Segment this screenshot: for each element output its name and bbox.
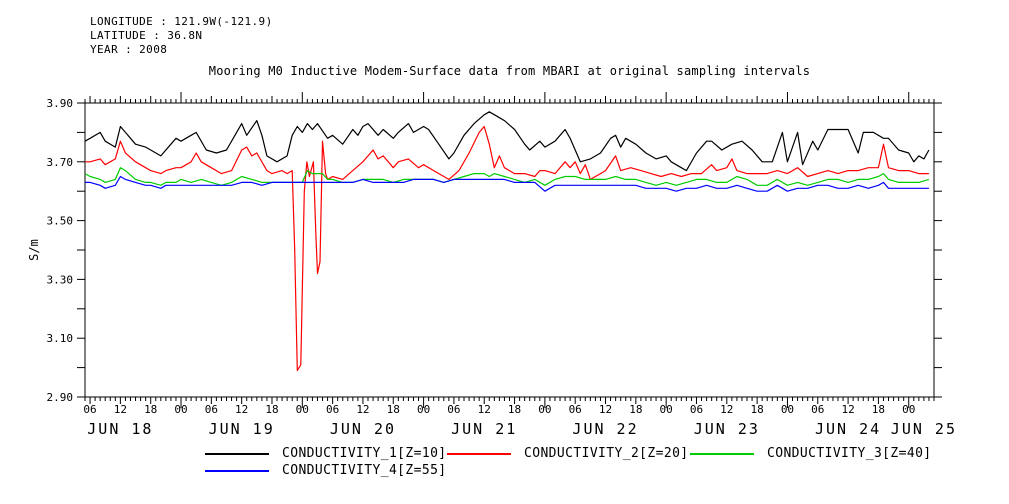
x-hour-label: 06 xyxy=(205,403,218,416)
legend-item-conductivity-2: CONDUCTIVITY_2[Z=20] xyxy=(447,446,689,461)
x-hour-label: 00 xyxy=(660,403,673,416)
x-hour-label: 18 xyxy=(629,403,642,416)
x-hour-label: 18 xyxy=(387,403,400,416)
x-day-label: JUN 20 xyxy=(330,420,396,438)
x-day-label: JUN 22 xyxy=(572,420,638,438)
x-hour-label: 12 xyxy=(114,403,127,416)
x-day-label: JUN 25 xyxy=(891,420,957,438)
x-hour-label: 18 xyxy=(872,403,885,416)
x-hour-label: 06 xyxy=(326,403,339,416)
legend-item-conductivity-3: CONDUCTIVITY_3[Z=40] xyxy=(690,446,932,461)
x-hour-label: 06 xyxy=(811,403,824,416)
legend-item-conductivity-4: CONDUCTIVITY_4[Z=55] xyxy=(205,463,447,478)
legend-line-swatch-blue xyxy=(205,469,269,472)
legend-label: CONDUCTIVITY_2[Z=20] xyxy=(524,446,689,461)
y-tick-label: 3.70 xyxy=(47,156,74,169)
series-line-2 xyxy=(85,125,929,372)
x-hour-label: 06 xyxy=(83,403,96,416)
x-hour-label: 00 xyxy=(174,403,187,416)
x-hour-label: 18 xyxy=(508,403,521,416)
chart-title: Mooring M0 Inductive Modem-Surface data … xyxy=(208,64,811,78)
x-hour-label: 00 xyxy=(296,403,309,416)
x-hour-label: 18 xyxy=(265,403,278,416)
x-day-label: JUN 18 xyxy=(87,420,153,438)
x-day-label: JUN 21 xyxy=(451,420,517,438)
y-tick-label: 3.90 xyxy=(47,97,74,110)
x-day-label: JUN 23 xyxy=(694,420,760,438)
plot-frame xyxy=(84,102,935,398)
y-tick-label: 2.90 xyxy=(47,391,74,404)
x-day-label: JUN 19 xyxy=(209,420,275,438)
x-hour-label: 06 xyxy=(447,403,460,416)
x-hour-label: 18 xyxy=(751,403,764,416)
legend-item-conductivity-1: CONDUCTIVITY_1[Z=10] xyxy=(205,446,447,461)
legend-label: CONDUCTIVITY_4[Z=55] xyxy=(282,463,447,478)
y-tick-label: 3.10 xyxy=(47,332,74,345)
series-line-4 xyxy=(85,175,929,192)
y-tick-label: 3.50 xyxy=(47,215,74,228)
x-hour-label: 06 xyxy=(690,403,703,416)
year-label: YEAR : 2008 xyxy=(90,43,168,56)
x-hour-label: 12 xyxy=(720,403,733,416)
legend-label: CONDUCTIVITY_3[Z=40] xyxy=(767,446,932,461)
x-hour-label: 12 xyxy=(356,403,369,416)
legend-line-swatch-green xyxy=(690,452,754,455)
longitude-label: LONGITUDE : 121.9W(-121.9) xyxy=(90,15,273,28)
x-day-label: JUN 24 xyxy=(815,420,881,438)
x-hour-label: 00 xyxy=(538,403,551,416)
x-hour-label: 00 xyxy=(902,403,915,416)
x-hour-label: 12 xyxy=(235,403,248,416)
series-line-1 xyxy=(84,111,930,172)
x-hour-label: 12 xyxy=(599,403,612,416)
x-hour-label: 06 xyxy=(569,403,582,416)
x-hour-label: 12 xyxy=(478,403,491,416)
y-tick-label: 3.30 xyxy=(47,273,74,286)
series-line-3 xyxy=(84,167,930,186)
legend-label: CONDUCTIVITY_1[Z=10] xyxy=(282,446,447,461)
x-hour-label: 18 xyxy=(144,403,157,416)
x-hour-label: 00 xyxy=(781,403,794,416)
x-hour-label: 00 xyxy=(417,403,430,416)
x-hour-label: 12 xyxy=(841,403,854,416)
latitude-label: LATITUDE : 36.8N xyxy=(90,29,203,42)
legend-line-swatch-red xyxy=(447,452,511,455)
y-axis-title: S/m xyxy=(27,239,41,261)
legend-line-swatch-black xyxy=(205,452,269,455)
